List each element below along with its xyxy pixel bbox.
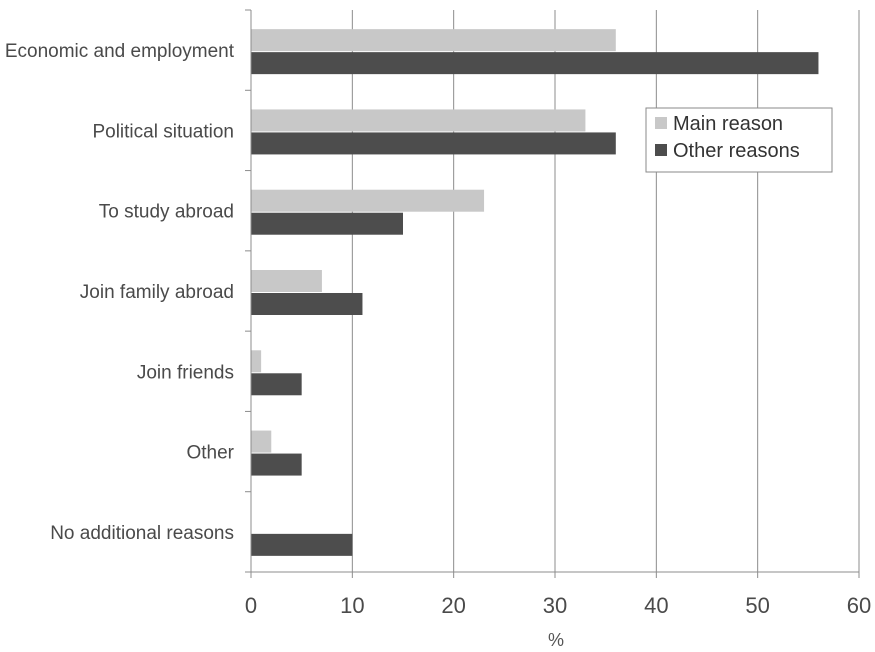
bar-other-reasons [251,212,403,235]
bar-main-reason [251,109,586,132]
x-tick-label: 10 [340,593,364,618]
legend-box [645,107,833,173]
legend: Main reason Other reasons [645,107,833,173]
x-tick-label: 20 [441,593,465,618]
bar-other-reasons [251,533,353,556]
x-tick-label: 50 [745,593,769,618]
x-tick-label: 0 [245,593,257,618]
legend-swatch-main-reason [655,117,667,129]
bar-main-reason [251,350,262,373]
x-tick-label: 30 [543,593,567,618]
category-label: To study abroad [99,202,234,223]
x-axis-title: % [548,630,564,650]
category-label: Other [186,443,234,464]
x-tick-label: 40 [644,593,668,618]
category-labels: Economic and employment Political situati… [5,41,235,544]
category-label: Political situation [92,121,234,142]
category-label: No additional reasons [50,523,234,544]
category-label: Economic and employment [5,41,235,62]
grid-lines [351,10,860,572]
bar-main-reason [251,189,485,212]
x-tick-label: 60 [847,593,871,618]
category-label: Join friends [137,362,234,383]
legend-swatch-other-reasons [655,144,667,156]
bar-main-reason [251,270,322,292]
axes [245,9,860,578]
bar-main-reason [251,29,616,52]
x-tick-labels: 0 10 20 30 40 50 60 [245,593,871,618]
bars [251,29,819,556]
bar-other-reasons [251,132,616,155]
bar-main-reason [251,430,272,453]
bar-other-reasons [251,293,363,315]
category-label: Join family abroad [80,282,234,303]
bar-other-reasons [251,52,819,75]
legend-label-other-reasons: Other reasons [673,140,800,162]
legend-label-main-reason: Main reason [673,113,783,135]
bar-other-reasons [251,453,302,476]
bar-other-reasons [251,373,302,396]
